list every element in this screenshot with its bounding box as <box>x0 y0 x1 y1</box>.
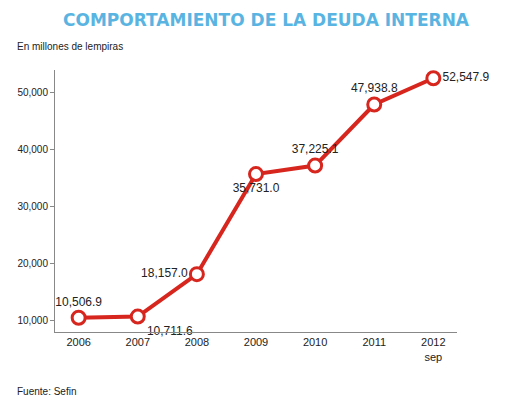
svg-text:2006: 2006 <box>66 336 90 348</box>
svg-text:10,711.6: 10,711.6 <box>147 324 193 338</box>
svg-text:18,157.0: 18,157.0 <box>141 266 188 280</box>
svg-text:50,000: 50,000 <box>17 87 48 98</box>
svg-text:47,938.8: 47,938.8 <box>351 81 398 95</box>
svg-text:2012sep: 2012sep <box>421 336 445 362</box>
svg-text:2010: 2010 <box>303 336 327 348</box>
svg-text:En millones de lempiras: En millones de lempiras <box>17 41 123 52</box>
svg-text:2009: 2009 <box>244 336 268 348</box>
svg-text:Fuente: Sefin: Fuente: Sefin <box>17 386 76 397</box>
svg-text:35,731.0: 35,731.0 <box>233 181 280 195</box>
svg-text:2008: 2008 <box>185 336 209 348</box>
svg-text:2011: 2011 <box>362 336 386 348</box>
svg-text:2007: 2007 <box>126 336 150 348</box>
svg-text:30,000: 30,000 <box>17 201 48 212</box>
svg-text:20,000: 20,000 <box>17 258 48 269</box>
svg-text:52,547.9: 52,547.9 <box>442 70 489 84</box>
svg-text:40,000: 40,000 <box>17 144 48 155</box>
svg-text:COMPORTAMIENTO DE LA DEUDA INT: COMPORTAMIENTO DE LA DEUDA INTERNA <box>63 10 470 30</box>
svg-text:10,506.9: 10,506.9 <box>55 295 102 309</box>
svg-text:37,225.1: 37,225.1 <box>292 142 339 156</box>
svg-text:10,000: 10,000 <box>17 315 48 326</box>
